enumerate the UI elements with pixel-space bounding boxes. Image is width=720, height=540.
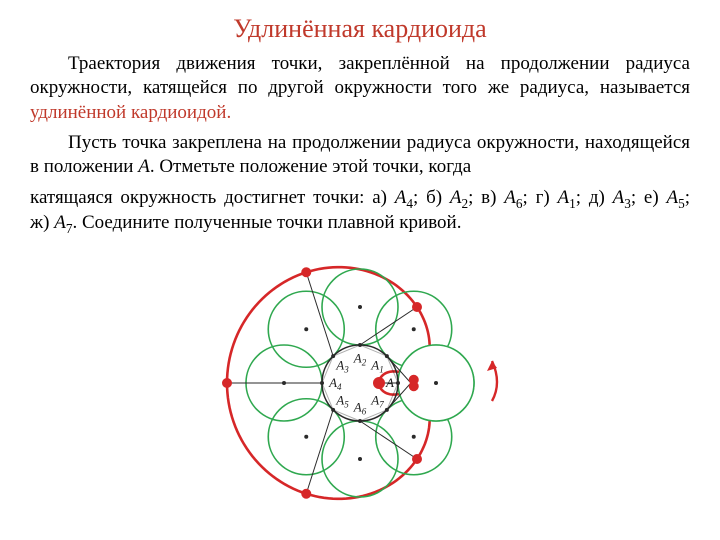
contact-dot-3 — [331, 354, 335, 358]
arm-2 — [360, 307, 417, 345]
trace-dot-7 — [409, 375, 419, 385]
rolling-center-dot-4 — [282, 381, 286, 385]
rolling-center-dot-1 — [412, 327, 416, 331]
paragraph-1-accent: удлинённой кардиоидой. — [30, 102, 231, 123]
rolling-center-dot-0 — [434, 381, 438, 385]
label-a4: A4 — [328, 375, 342, 392]
cardioid-diagram: AA1A2A3A4A5A6A7 — [195, 243, 525, 533]
paragraph-1-text: Траектория движения точки, закреплённой … — [30, 53, 690, 98]
page: Удлинённая кардиоида Траектория движения… — [0, 0, 720, 540]
paragraph-3: катящаяся окружность достигнет точки: а)… — [30, 186, 690, 238]
paragraph-1: Траектория движения точки, закреплённой … — [30, 52, 690, 125]
trace-dot-6 — [412, 454, 422, 464]
rolling-center-dot-2 — [358, 305, 362, 309]
trace-dot-4 — [222, 378, 232, 388]
paragraph-2: Пусть точка закреплена на продолжении ра… — [30, 131, 690, 180]
contact-dot-5 — [331, 408, 335, 412]
trace-dot-3 — [301, 267, 311, 277]
contact-dot-4 — [320, 381, 324, 385]
diagram-container: AA1A2A3A4A5A6A7 — [30, 243, 690, 538]
contact-dot-6 — [358, 419, 362, 423]
label-a2: A2 — [353, 350, 367, 367]
rolling-center-dot-6 — [358, 457, 362, 461]
label-a1: A1 — [370, 358, 383, 375]
label-a7: A7 — [370, 393, 384, 410]
trace-dot-5 — [301, 489, 311, 499]
contact-dot-7 — [385, 408, 389, 412]
rolling-center-dot-3 — [304, 327, 308, 331]
contact-dot-2 — [358, 343, 362, 347]
label-a5: A5 — [335, 393, 349, 410]
page-title: Удлинённая кардиоида — [30, 14, 690, 44]
trace-dot-start — [373, 377, 385, 389]
contact-dot-0 — [396, 381, 400, 385]
rolling-center-dot-7 — [412, 435, 416, 439]
arm-6 — [360, 421, 417, 459]
rolling-center-dot-5 — [304, 435, 308, 439]
contact-dot-1 — [385, 354, 389, 358]
label-a6: A6 — [353, 400, 367, 417]
label-a3: A3 — [335, 358, 349, 375]
arrow-layer — [487, 361, 497, 401]
label-a0: A — [385, 375, 394, 390]
trace-dot-2 — [412, 302, 422, 312]
